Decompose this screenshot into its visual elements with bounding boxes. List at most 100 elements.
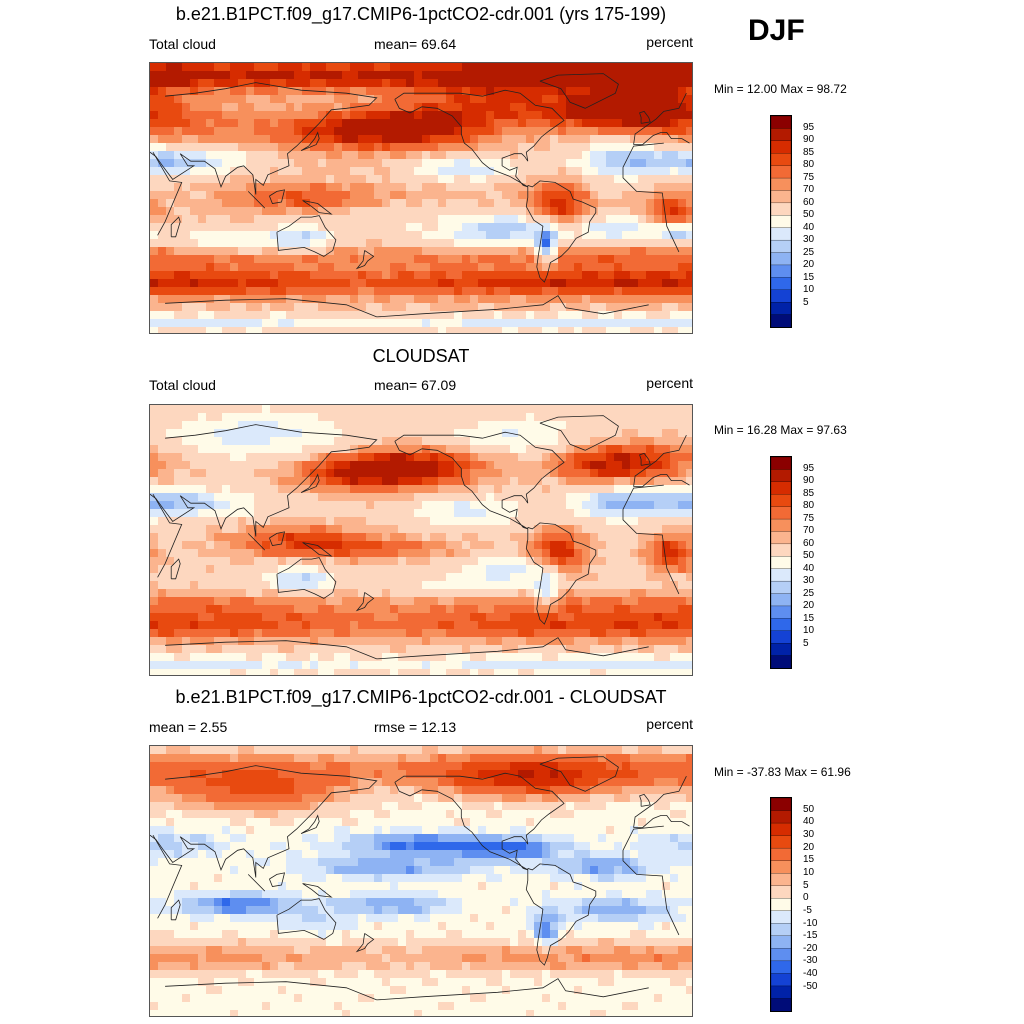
field-cell	[390, 271, 399, 280]
field-cell	[646, 167, 655, 176]
field-cell	[174, 247, 183, 256]
field-cell	[478, 581, 487, 590]
field-cell	[622, 303, 631, 312]
field-cell	[270, 485, 279, 494]
field-cell	[150, 429, 159, 438]
field-cell	[654, 437, 663, 446]
field-cell	[534, 175, 543, 184]
field-cell	[182, 778, 191, 787]
field-cell	[662, 613, 671, 622]
field-cell	[534, 637, 543, 646]
field-cell	[526, 549, 535, 558]
field-cell	[262, 493, 271, 502]
field-cell	[526, 111, 535, 120]
field-cell	[350, 501, 359, 510]
field-cell	[606, 255, 615, 264]
field-cell	[286, 429, 295, 438]
field-cell	[302, 437, 311, 446]
colorbar-swatch	[771, 153, 791, 167]
field-cell	[230, 661, 239, 670]
field-cell	[630, 517, 639, 526]
field-cell	[390, 597, 399, 606]
field-cell	[510, 525, 519, 534]
field-cell	[398, 613, 407, 622]
field-cell	[582, 461, 591, 470]
field-cell	[158, 231, 167, 240]
field-cell	[174, 263, 183, 272]
field-cell	[446, 565, 455, 574]
field-cell	[310, 271, 319, 280]
field-cell	[430, 637, 439, 646]
field-cell	[182, 95, 191, 104]
field-cell	[550, 429, 559, 438]
field-cell	[614, 509, 623, 518]
field-cell	[366, 95, 375, 104]
field-cell	[406, 255, 415, 264]
field-cell	[542, 637, 551, 646]
field-cell	[534, 754, 543, 763]
field-cell	[358, 119, 367, 128]
field-cell	[598, 477, 607, 486]
field-cell	[454, 437, 463, 446]
field-cell	[310, 263, 319, 272]
field-cell	[598, 621, 607, 630]
field-cell	[254, 143, 263, 152]
field-cell	[166, 754, 175, 763]
field-cell	[550, 613, 559, 622]
field-cell	[190, 71, 199, 80]
field-cell	[302, 477, 311, 486]
field-cell	[382, 589, 391, 598]
field-cell	[246, 485, 255, 494]
field-cell	[654, 167, 663, 176]
field-cell	[550, 183, 559, 192]
field-cell	[590, 421, 599, 430]
field-cell	[526, 493, 535, 502]
field-cell	[646, 127, 655, 136]
field-cell	[454, 151, 463, 160]
field-cell	[614, 429, 623, 438]
field-cell	[438, 223, 447, 232]
field-cell	[670, 135, 679, 144]
field-cell	[630, 271, 639, 280]
field-cell	[398, 637, 407, 646]
field-cell	[422, 87, 431, 96]
field-cell	[678, 517, 687, 526]
field-cell	[542, 469, 551, 478]
field-cell	[166, 517, 175, 526]
field-cell	[262, 549, 271, 558]
field-cell	[214, 199, 223, 208]
field-cell	[478, 223, 487, 232]
field-cell	[662, 199, 671, 208]
field-cell	[334, 661, 343, 670]
field-cell	[350, 645, 359, 654]
field-cell	[478, 461, 487, 470]
field-cell	[646, 762, 655, 771]
field-cell	[614, 239, 623, 248]
field-cell	[590, 175, 599, 184]
field-cell	[230, 533, 239, 542]
field-cell	[486, 597, 495, 606]
field-cell	[654, 151, 663, 160]
field-cell	[566, 215, 575, 224]
field-cell	[254, 199, 263, 208]
field-cell	[662, 661, 671, 670]
field-cell	[494, 549, 503, 558]
field-cell	[598, 437, 607, 446]
field-cell	[374, 613, 383, 622]
field-cell	[470, 597, 479, 606]
field-cell	[510, 613, 519, 622]
field-cell	[662, 63, 671, 72]
field-cell	[190, 271, 199, 280]
field-cell	[534, 762, 543, 771]
field-cell	[190, 135, 199, 144]
field-cell	[542, 565, 551, 574]
field-cell	[262, 754, 271, 763]
field-cell	[390, 119, 399, 128]
field-cell	[318, 533, 327, 542]
field-cell	[366, 557, 375, 566]
field-cell	[494, 413, 503, 422]
field-cell	[606, 159, 615, 168]
field-cell	[382, 770, 391, 779]
field-cell	[582, 303, 591, 312]
field-cell	[358, 477, 367, 486]
